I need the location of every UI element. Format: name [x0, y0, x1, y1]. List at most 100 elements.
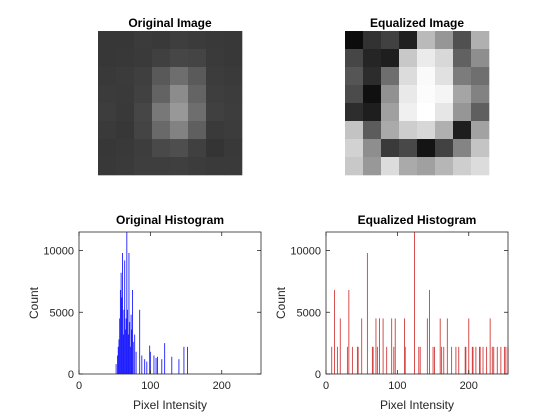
image-pixel [435, 67, 454, 86]
x-tick-label: 100 [141, 380, 159, 392]
image-pixel [345, 103, 364, 122]
image-pixel [224, 103, 243, 122]
image-pixel [381, 31, 400, 50]
image-pixel [435, 121, 454, 140]
image-pixel [206, 139, 225, 158]
image-pixel [152, 49, 171, 68]
image-pixel [363, 103, 382, 122]
image-pixel [435, 139, 454, 158]
y-tick-label: 10000 [43, 246, 74, 258]
image-pixel [170, 49, 189, 68]
image-pixel [116, 121, 135, 140]
image-pixel [471, 85, 490, 104]
image-pixel [345, 121, 364, 140]
image-pixel [435, 103, 454, 122]
image-pixel [471, 31, 490, 50]
equalized-histogram-panel: Equalized Histogram 0 100 200 0 5000 10000 Pi… [274, 213, 509, 412]
original-image-pixels [98, 31, 243, 176]
image-pixel [170, 121, 189, 140]
image-pixel [206, 31, 225, 50]
image-pixel [435, 49, 454, 68]
image-pixel [381, 67, 400, 86]
image-pixel [399, 31, 418, 50]
image-pixel [363, 49, 382, 68]
y-tick-label: 0 [68, 369, 74, 381]
equalized-histogram-title: Equalized Histogram [358, 213, 477, 227]
image-pixel [116, 85, 135, 104]
original-histogram-plot: 0 100 200 0 5000 10000 [43, 231, 262, 392]
image-pixel [453, 49, 472, 68]
image-pixel [152, 121, 171, 140]
image-pixel [435, 31, 454, 50]
equalized-image-pixels [345, 31, 490, 176]
image-pixel [206, 121, 225, 140]
image-pixel [381, 139, 400, 158]
equalized-image-panel: Equalized Image [345, 16, 490, 176]
image-pixel [98, 139, 117, 158]
image-pixel [188, 31, 207, 50]
x-tick-label: 100 [388, 380, 406, 392]
y-tick-label: 10000 [290, 246, 321, 258]
image-pixel [134, 103, 153, 122]
image-pixel [399, 121, 418, 140]
y-tick-label: 5000 [297, 307, 321, 319]
image-pixel [98, 121, 117, 140]
image-pixel [417, 157, 436, 176]
image-pixel [417, 139, 436, 158]
image-pixel [206, 103, 225, 122]
image-pixel [206, 85, 225, 104]
image-pixel [381, 103, 400, 122]
image-pixel [417, 67, 436, 86]
image-pixel [345, 139, 364, 158]
image-pixel [152, 85, 171, 104]
image-pixel [152, 157, 171, 176]
image-pixel [399, 103, 418, 122]
original-histogram-xlabel: Pixel Intensity [133, 398, 207, 412]
image-pixel [417, 49, 436, 68]
image-pixel [399, 157, 418, 176]
x-tick-label: 200 [213, 380, 231, 392]
image-pixel [471, 157, 490, 176]
image-pixel [224, 49, 243, 68]
image-pixel [170, 103, 189, 122]
image-pixel [116, 139, 135, 158]
image-pixel [224, 157, 243, 176]
original-histogram-panel: Original Histogram 0 100 200 0 5000 10000 Pix… [27, 213, 262, 412]
image-pixel [224, 67, 243, 86]
image-pixel [152, 31, 171, 50]
image-pixel [170, 139, 189, 158]
image-pixel [134, 157, 153, 176]
image-pixel [363, 67, 382, 86]
image-pixel [381, 121, 400, 140]
image-pixel [116, 67, 135, 86]
x-tick-label: 0 [76, 380, 82, 392]
image-pixel [471, 139, 490, 158]
axes-frame [78, 231, 262, 375]
image-pixel [435, 157, 454, 176]
image-pixel [170, 157, 189, 176]
image-pixel [345, 49, 364, 68]
image-pixel [224, 31, 243, 50]
image-pixel [116, 49, 135, 68]
image-pixel [206, 49, 225, 68]
image-pixel [399, 85, 418, 104]
image-pixel [363, 121, 382, 140]
image-pixel [170, 67, 189, 86]
image-pixel [345, 31, 364, 50]
image-pixel [170, 85, 189, 104]
image-pixel [116, 31, 135, 50]
image-pixel [345, 85, 364, 104]
image-pixel [417, 121, 436, 140]
image-pixel [381, 157, 400, 176]
original-image-panel: Original Image [98, 16, 243, 176]
image-pixel [116, 157, 135, 176]
image-pixel [363, 31, 382, 50]
image-pixel [453, 157, 472, 176]
image-pixel [363, 157, 382, 176]
image-pixel [188, 85, 207, 104]
image-pixel [170, 31, 189, 50]
image-pixel [206, 157, 225, 176]
image-pixel [98, 103, 117, 122]
image-pixel [345, 67, 364, 86]
image-pixel [363, 85, 382, 104]
